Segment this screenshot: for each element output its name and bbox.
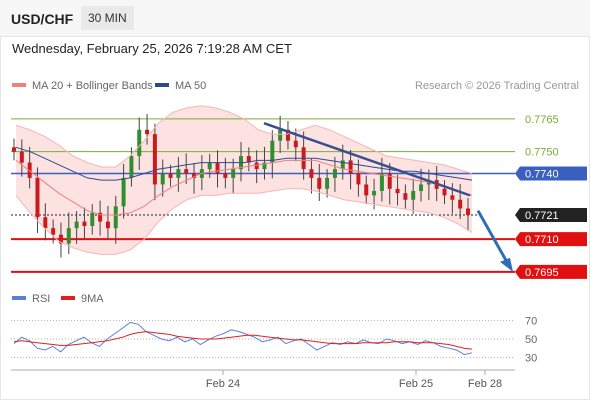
last-price-tag-bg: [515, 208, 587, 223]
candle-body: [82, 221, 87, 226]
candle-body: [19, 151, 24, 163]
candle-body: [458, 199, 463, 209]
rsi-line: [13, 321, 473, 356]
candle-body: [387, 173, 392, 189]
rsi-tick-label: 30: [525, 352, 537, 364]
candle-body: [450, 195, 455, 200]
last-price-tag-label: 0.7721: [525, 210, 559, 222]
candle-body: [58, 234, 63, 244]
support-1-tag-bg: [515, 264, 587, 279]
candle-body: [325, 177, 330, 189]
pivot-tag-label: 0.7740: [525, 169, 559, 181]
rsi-tick-label: 70: [525, 316, 537, 328]
candle-body: [285, 129, 290, 141]
candle-body: [379, 173, 384, 191]
candle-body: [145, 129, 150, 135]
legend-rsi-ma-label: 9MA: [81, 293, 104, 305]
bollinger-lower-line: [15, 188, 473, 255]
candle-body: [442, 188, 447, 196]
legend-ma50-label: MA 50: [175, 80, 207, 92]
rsi-ma-line: [13, 331, 473, 350]
candle-body: [98, 212, 103, 222]
pivot-tag-bg: [515, 166, 587, 181]
candle-body: [137, 129, 142, 157]
candle-body: [43, 217, 48, 229]
resistance-1-tag-label: 0.7750: [525, 147, 559, 159]
support-1-tag-label: 0.7695: [525, 267, 559, 279]
candle-body: [121, 177, 126, 207]
candle-body: [332, 169, 337, 178]
projection-arrow-head: [500, 257, 513, 272]
candle-body: [223, 173, 228, 178]
resistance-trendline: [263, 122, 471, 197]
candle-body: [317, 177, 322, 189]
legend-ma20-label: MA 20 + Bollinger Bands: [32, 80, 153, 92]
support-0-tag-label: 0.7710: [525, 234, 559, 246]
legend-ma20-swatch: [12, 83, 26, 88]
legend-ma20: MA 20 + Bollinger Bands: [12, 80, 153, 92]
candle-body: [168, 173, 173, 178]
candle-body: [176, 169, 181, 178]
candle-body: [340, 160, 345, 170]
candle-body: [90, 212, 95, 226]
symbol-title: USD/CHF: [11, 11, 74, 27]
candle-body: [215, 162, 220, 174]
rsi-tick-label: 50: [525, 334, 537, 346]
x-tick-label: Feb 28: [468, 378, 502, 390]
ma20-line: [15, 159, 473, 216]
legend-rsi-ma: 9MA: [61, 293, 104, 305]
candle-body: [364, 184, 369, 196]
legend-rsi-label: RSI: [32, 293, 51, 305]
support-0-tag-bg: [515, 232, 587, 247]
candle-body: [246, 156, 251, 163]
candle-body: [35, 177, 40, 218]
candle-body: [356, 173, 361, 185]
candle-body: [403, 193, 408, 200]
candle-body: [262, 162, 267, 170]
bollinger-band-fill: [16, 105, 472, 255]
chart-datetime: Wednesday, February 25, 2026 7:19:28 AM …: [12, 41, 292, 56]
x-tick-label: Feb 25: [399, 378, 433, 390]
credit-text: Research © 2026 Trading Central: [414, 80, 579, 92]
candle-body: [207, 162, 212, 170]
legend-rsi-ma-swatch: [61, 296, 75, 301]
candle-body: [411, 191, 416, 200]
candle-body: [466, 208, 470, 216]
candle-body: [192, 173, 197, 178]
candle-body: [51, 228, 56, 235]
candle-body: [419, 184, 424, 191]
candle-body: [66, 228, 71, 244]
candle-body: [270, 140, 275, 163]
candle-body: [12, 147, 16, 152]
candle-body: [278, 129, 283, 141]
candle-body: [152, 134, 157, 185]
candle-body: [105, 221, 110, 229]
candle-body: [74, 221, 79, 229]
candle-body: [348, 160, 353, 174]
legend-ma50-swatch: [155, 83, 169, 88]
resistance-0-tag-label: 0.7765: [525, 114, 559, 126]
legend-ma50: MA 50: [155, 80, 206, 92]
candle-body: [309, 169, 314, 178]
bollinger-upper-line: [15, 105, 473, 174]
legend-rsi-swatch: [12, 296, 26, 301]
candle-body: [395, 188, 400, 194]
legend-rsi: RSI: [12, 293, 50, 305]
candle-body: [129, 156, 134, 178]
projection-arrow-shaft: [476, 209, 510, 265]
candle-body: [113, 206, 118, 229]
candle-body: [184, 169, 189, 174]
x-tick-label: Feb 24: [206, 378, 240, 390]
header-bar: USD/CHF 30 MIN: [0, 0, 590, 37]
candle-body: [293, 140, 298, 148]
candle-body: [254, 162, 259, 170]
candle-body: [372, 191, 377, 196]
candle-body: [160, 173, 165, 185]
timeframe-button[interactable]: 30 MIN: [81, 6, 134, 30]
candle-body: [231, 169, 236, 178]
